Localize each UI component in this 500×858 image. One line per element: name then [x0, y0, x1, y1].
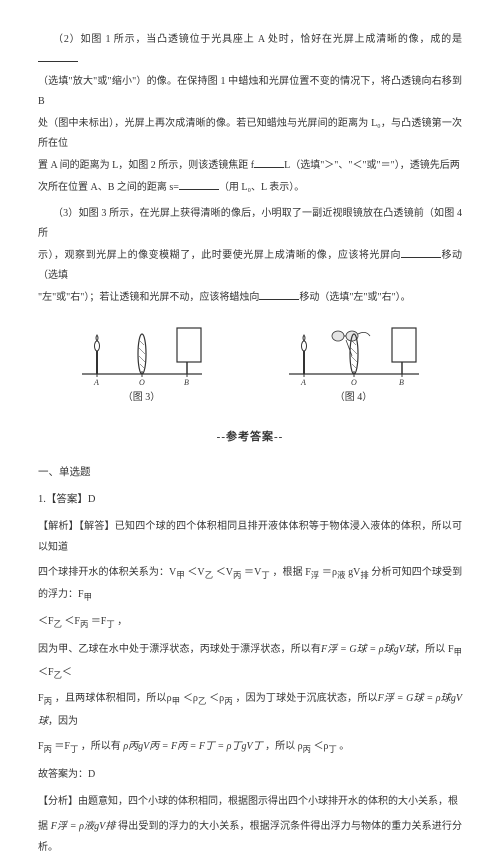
answer-1: 1.【答案】D	[38, 489, 462, 510]
equation: F浮 = ρ液gV排	[51, 821, 116, 832]
q2-line2: （选填"放大"或"缩小"）的像。在保持图 1 中蜡烛和光屏位置不变的情况下，将凸…	[38, 72, 462, 112]
q2-l1a: （2）如图 1 所示，当凸透镜位于光具座上 A 处时，恰好在光屏上成清晰的像，成…	[53, 34, 462, 45]
q3-line2: 示），观察到光屏上的像变模糊了，此时要使光屏上成清晰的像，应该将光屏向移动（选填	[38, 246, 462, 286]
answers-divider: --参考答案--	[38, 426, 462, 448]
explain-1a: 【解析】【解答】已知四个球的四个体积相同且排开液体体积等于物体浸入液体的体积，所…	[38, 516, 462, 558]
q2-l3b: L（选填"＞"、"＜"或"＝"），透镜先后两	[284, 160, 460, 171]
svg-text:B: B	[399, 378, 404, 386]
q3-l2a: 示），观察到光屏上的像变模糊了，此时要使光屏上成清晰的像，应该将光屏向	[38, 250, 401, 261]
q2-l3a: 置 A 间的距离为 L，如图 2 所示，则该透镜焦距 f	[38, 160, 254, 171]
figure-3-label: （图 3）	[77, 388, 207, 408]
q3-l3a: "左"或"右"）；若让透镜和光屏不动，应该将蜡烛向	[38, 292, 259, 303]
figure-3: A O B （图 3）	[77, 316, 207, 408]
q2-line4: 置 A 间的距离为 L，如图 2 所示，则该透镜焦距 f L（选填"＞"、"＜"或…	[38, 156, 462, 176]
figure-row: A O B （图 3） A O	[38, 316, 462, 408]
q3-line3: "左"或"右"）；若让透镜和光屏不动，应该将蜡烛向 移动（选填"左"或"右"）。	[38, 288, 462, 308]
section-1-heading: 一、单选题	[38, 462, 462, 483]
explain-2: 因为甲、乙球在水中处于漂浮状态，丙球处于漂浮状态，所以有F浮 = G球 = ρ球…	[38, 639, 462, 684]
explain-1b: 四个球排开水的体积关系为：V甲 ＜V乙 ＜V丙 ＝V丁 ，根据 F浮 ＝ρ液 g…	[38, 562, 462, 607]
analysis-1: 【分析】由题意知，四个小球的体积相同，根据图示得出四个小球排开水的体积的大小关系…	[38, 791, 462, 812]
blank	[401, 248, 441, 258]
svg-text:O: O	[351, 378, 357, 386]
q2-l4b: （用 L₀、L 表示）。	[219, 182, 304, 193]
blank	[179, 180, 219, 190]
q2-line3: 处（图中未标出），光屏上再次成清晰的像。若已知蜡烛与光屏间的距离为 L₀，与凸透…	[38, 114, 462, 154]
figure-3-svg: A O B	[77, 316, 207, 386]
svg-text:O: O	[139, 378, 145, 386]
q2-line1: （2）如图 1 所示，当凸透镜位于光具座上 A 处时，恰好在光屏上成清晰的像，成…	[38, 30, 462, 70]
svg-text:A: A	[300, 378, 306, 386]
blank	[38, 52, 78, 62]
q2-line5: 次所在位置 A、B 之间的距离 s= （用 L₀、L 表示）。	[38, 178, 462, 198]
q2-l4a: 次所在位置 A、B 之间的距离 s=	[38, 182, 179, 193]
explain-3: F丙 ，且两球体积相同，所以ρ甲 ＜ρ乙 ＜ρ丙 ，因为丁球处于沉底状态，所以F…	[38, 688, 462, 731]
explain-1b2: ＜F乙 ＜F丙 ＝F丁 ，	[38, 611, 462, 633]
explain-4: F丙 ＝F丁 ，所以有 ρ丙gV丙 = F丙 = F丁 = ρ丁gV丁 ，所以 …	[38, 736, 462, 758]
figure-4: A O B （图 4）	[284, 316, 424, 408]
q3-line1: （3）如图 3 所示，在光屏上获得清晰的像后，小明取了一副近视眼镜放在凸透镜前（…	[38, 204, 462, 244]
analysis-2: 据 F浮 = ρ液gV排 得出受到的浮力的大小关系，根据浮沉条件得出浮力与物体的…	[38, 816, 462, 858]
figure-4-label: （图 4）	[284, 388, 424, 408]
blank	[254, 158, 284, 168]
equation: ρ丙gV丙 = F丙 = F丁 = ρ丁gV丁	[123, 741, 262, 752]
blank	[259, 290, 299, 300]
conclusion: 故答案为：D	[38, 764, 462, 785]
figure-4-svg: A O B	[284, 316, 424, 386]
q3-l3b: 移动（选填"左"或"右"）。	[299, 292, 410, 303]
svg-text:B: B	[184, 378, 189, 386]
equation: F浮 = G球 = ρ球gV球	[321, 644, 415, 655]
svg-text:A: A	[93, 378, 99, 386]
